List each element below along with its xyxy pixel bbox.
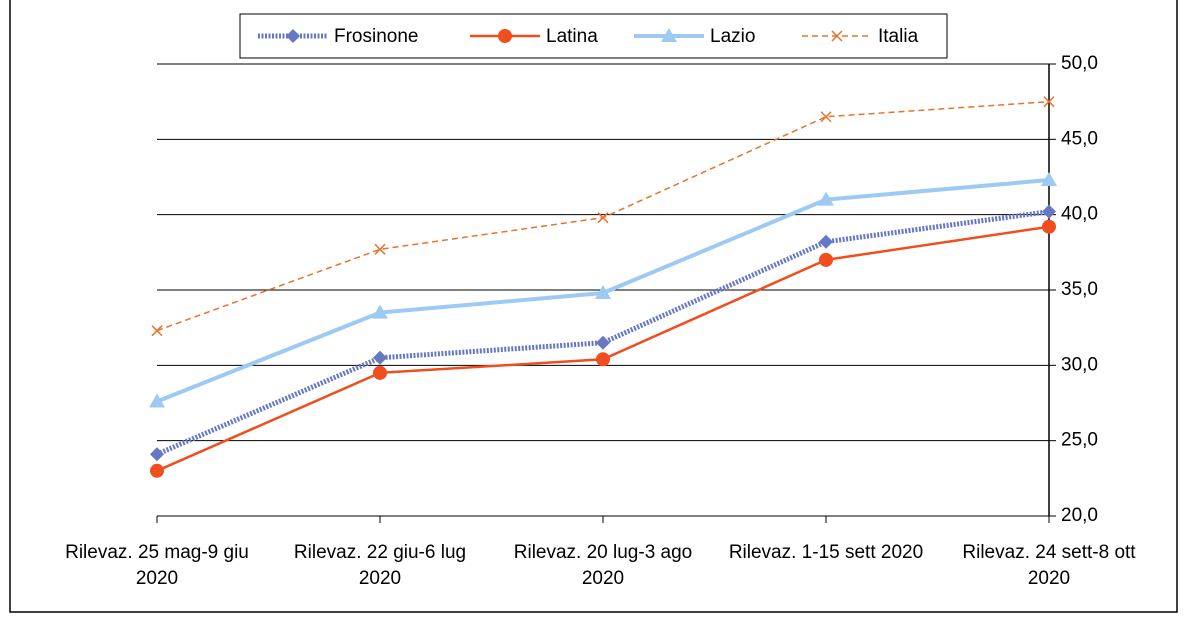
marker [374, 243, 386, 255]
marker [597, 212, 609, 224]
chart-frame [9, 0, 1178, 613]
legend-box [239, 13, 948, 59]
x-tick-label: Rilevaz. 24 sett-8 ott 2020 [962, 542, 1136, 589]
marker [819, 252, 833, 267]
marker [1042, 204, 1056, 219]
marker [831, 30, 843, 42]
legend-label: Italia [878, 26, 919, 47]
x-tick-label: Rilevaz. 20 lug-3 ago 2020 [513, 542, 693, 589]
series-line [156, 209, 1050, 457]
marker [595, 285, 611, 300]
y-tick-label: 25,0 [1061, 430, 1098, 451]
marker [1041, 172, 1057, 187]
y-tick-label: 35,0 [1061, 279, 1098, 300]
marker [150, 463, 164, 478]
marker [819, 234, 833, 249]
marker [818, 191, 834, 206]
legend-label: Latina [546, 26, 598, 47]
marker [373, 365, 387, 380]
y-tick-label: 50,0 [1061, 53, 1098, 74]
y-tick-label: 30,0 [1061, 354, 1098, 375]
y-tick-label: 45,0 [1061, 128, 1098, 149]
marker [820, 111, 832, 123]
marker [151, 325, 163, 337]
marker [1042, 219, 1056, 234]
legend-label: Frosinone [334, 26, 419, 47]
x-tick-label: Rilevaz. 22 giu-6 lug 2020 [293, 542, 467, 589]
y-tick-label: 20,0 [1061, 505, 1098, 526]
marker [286, 29, 300, 43]
marker [661, 28, 677, 42]
marker [596, 335, 610, 350]
marker [1043, 96, 1055, 108]
x-tick-label: Rilevaz. 25 mag-9 giu 2020 [65, 542, 249, 589]
marker [498, 29, 512, 43]
marker [596, 352, 610, 367]
legend-label: Lazio [710, 26, 755, 47]
marker [150, 447, 164, 462]
marker [373, 350, 387, 365]
y-tick-label: 40,0 [1061, 204, 1098, 225]
marker [372, 304, 388, 319]
x-tick-label: Rilevaz. 1-15 sett 2020 [728, 542, 924, 563]
marker [149, 393, 165, 408]
